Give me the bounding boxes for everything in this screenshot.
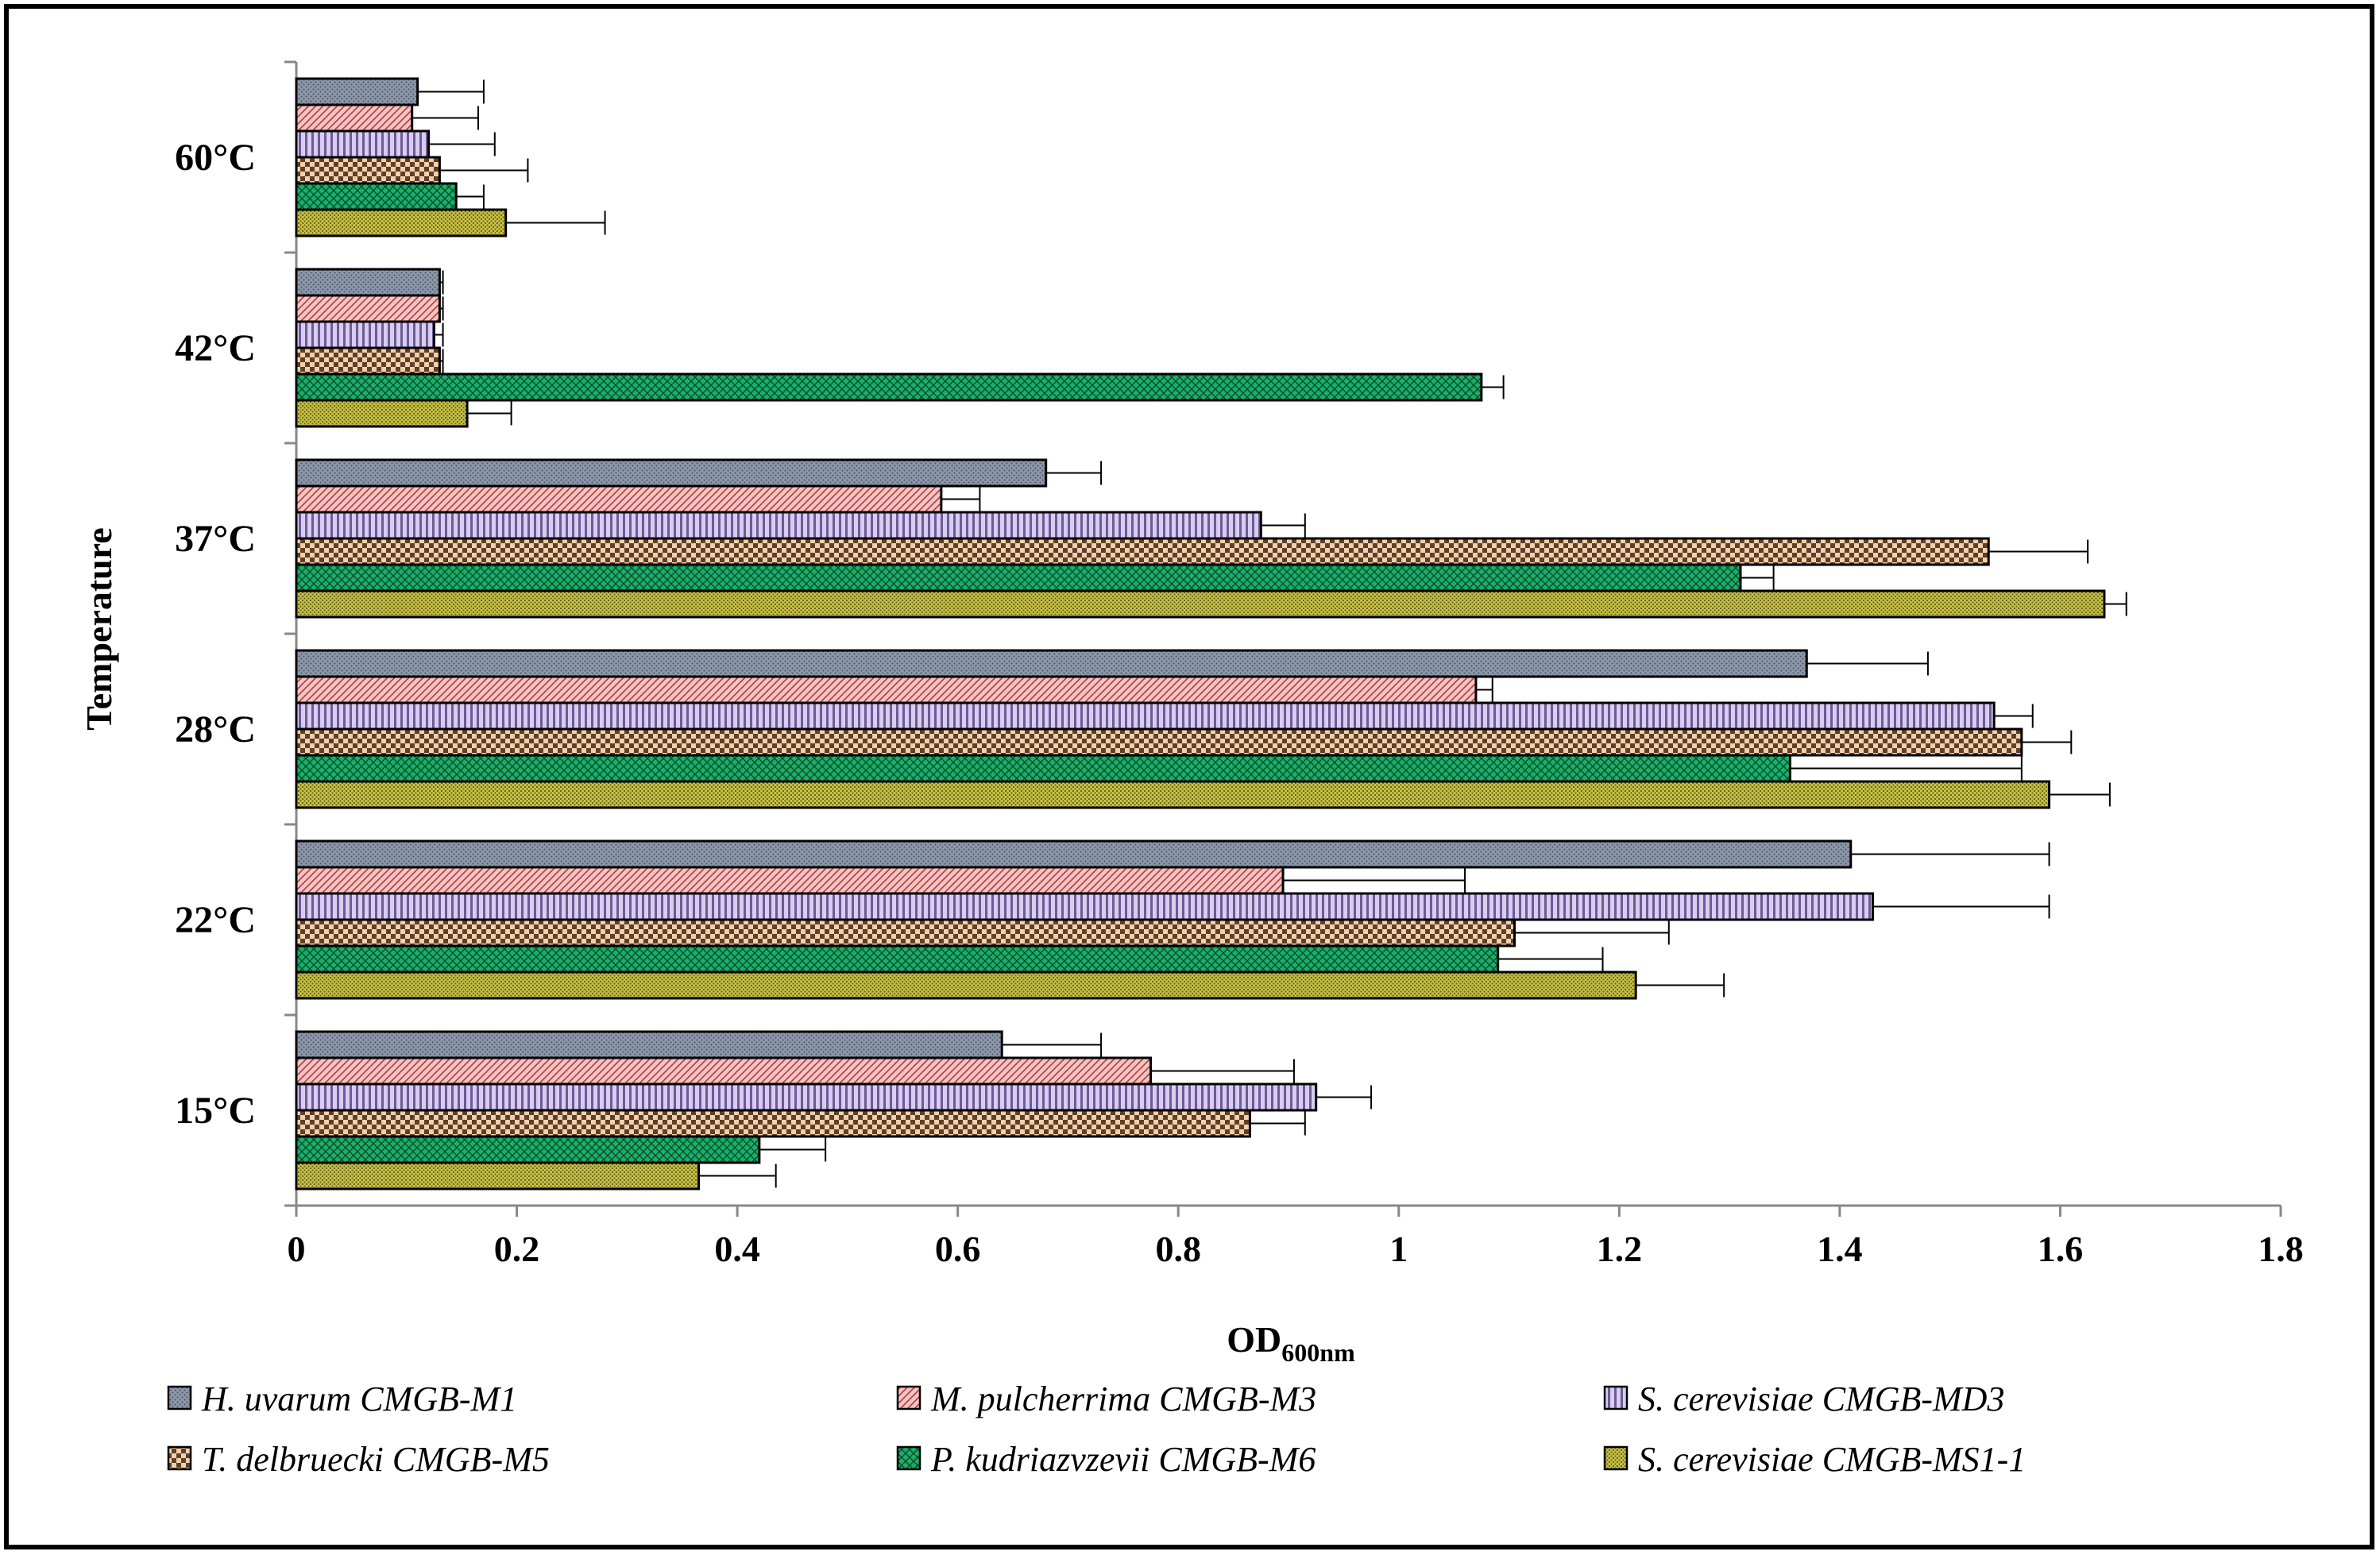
bar-3 bbox=[295, 537, 1990, 566]
bar-5 bbox=[295, 589, 2106, 619]
bar-3 bbox=[295, 1109, 1251, 1138]
bar-3 bbox=[295, 918, 1516, 947]
x-tick-label: 0.6 bbox=[935, 1229, 981, 1269]
bar-2 bbox=[295, 1082, 1318, 1112]
bar-4 bbox=[295, 944, 1500, 974]
bar-5 bbox=[295, 208, 508, 237]
bar-1 bbox=[295, 484, 943, 514]
legend-swatch bbox=[896, 1445, 921, 1471]
bar-4 bbox=[295, 182, 458, 211]
x-tick-label: 0.4 bbox=[714, 1229, 760, 1269]
bar-4 bbox=[295, 754, 1791, 783]
legend-swatch bbox=[1603, 1385, 1629, 1410]
bar-0 bbox=[295, 77, 419, 106]
bar-1 bbox=[295, 294, 441, 323]
legend-label: H. uvarum CMGB-M1 bbox=[201, 1380, 517, 1418]
bar-0 bbox=[295, 649, 1808, 678]
legend-label: P. kudriazvzevii CMGB-M6 bbox=[930, 1440, 1316, 1479]
legend-swatch bbox=[167, 1385, 192, 1410]
bar-2 bbox=[295, 129, 431, 159]
x-tick-label: 1.6 bbox=[2038, 1229, 2084, 1269]
bar-4 bbox=[295, 563, 1742, 592]
y-tick-label: 60°C bbox=[175, 137, 256, 179]
x-tick-label: 1 bbox=[1389, 1229, 1408, 1269]
x-tick-label: 0.2 bbox=[494, 1229, 540, 1269]
bar-5 bbox=[295, 780, 2051, 809]
x-tick-label: 0.8 bbox=[1155, 1229, 1201, 1269]
y-tick-label: 15°C bbox=[175, 1090, 256, 1132]
bar-3 bbox=[295, 346, 441, 376]
bar-5 bbox=[295, 1161, 701, 1190]
x-axis-ticks: 0 0.2 0.4 0.6 0.8 1 1.2 1.4 1.6 1.8 bbox=[288, 1206, 2304, 1269]
bar-3 bbox=[295, 156, 441, 185]
bars bbox=[295, 77, 2106, 1190]
bar-2 bbox=[295, 511, 1262, 540]
x-axis-label: OD600nm bbox=[1227, 1319, 1355, 1367]
error-bars bbox=[411, 79, 2127, 1188]
bar-2 bbox=[295, 701, 1996, 731]
x-tick-label: 1.4 bbox=[1817, 1229, 1863, 1269]
y-tick-label: 28°C bbox=[175, 708, 256, 751]
legend-swatch bbox=[896, 1385, 921, 1410]
y-tick-label: 22°C bbox=[175, 899, 256, 941]
legend-label: S. cerevisiae CMGB-MS1-1 bbox=[1638, 1440, 2026, 1479]
legend-label: T. delbruecki CMGB-M5 bbox=[202, 1440, 550, 1479]
legend-label: S. cerevisiae CMGB-MD3 bbox=[1638, 1380, 2004, 1418]
bar-0 bbox=[295, 268, 441, 297]
legend-swatch bbox=[1603, 1445, 1629, 1471]
bar-1 bbox=[295, 1056, 1153, 1086]
y-category-ticks: 60°C 42°C 37°C 28°C 22°C 15°C bbox=[175, 60, 296, 1207]
bar-0 bbox=[295, 839, 1853, 869]
legend: H. uvarum CMGB-M1 M. pulcherrima CMGB-M3 S… bbox=[167, 1380, 2026, 1479]
bar-2 bbox=[295, 892, 1875, 921]
x-tick-label: 0 bbox=[288, 1229, 306, 1269]
bar-1 bbox=[295, 866, 1285, 895]
bar-5 bbox=[295, 971, 1637, 1000]
x-axis-label-subscript: 600nm bbox=[1281, 1338, 1355, 1367]
bar-3 bbox=[295, 727, 2023, 757]
y-tick-label: 37°C bbox=[175, 518, 256, 560]
bar-1 bbox=[295, 675, 1478, 704]
x-tick-label: 1.2 bbox=[1597, 1229, 1643, 1269]
legend-label: M. pulcherrima CMGB-M3 bbox=[930, 1380, 1316, 1418]
bar-5 bbox=[295, 399, 469, 428]
bar-0 bbox=[295, 458, 1048, 488]
y-tick-label: 42°C bbox=[175, 327, 256, 369]
bar-2 bbox=[295, 320, 435, 349]
bar-4 bbox=[295, 1135, 761, 1164]
bar-1 bbox=[295, 103, 414, 133]
x-axis-label-main: OD bbox=[1227, 1319, 1281, 1360]
x-tick-label: 1.8 bbox=[2258, 1229, 2304, 1269]
bar-0 bbox=[295, 1030, 1003, 1059]
bar-4 bbox=[295, 372, 1483, 402]
legend-swatch bbox=[167, 1445, 192, 1471]
y-axis-label: Temperature bbox=[79, 527, 119, 731]
